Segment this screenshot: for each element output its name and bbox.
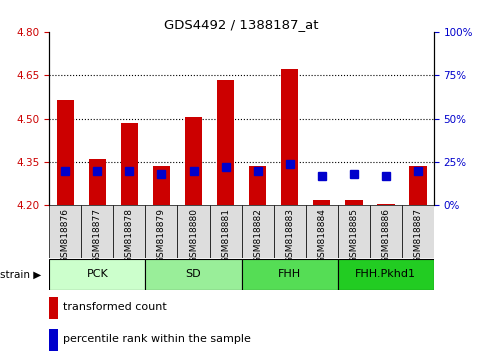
Bar bbox=[145, 259, 242, 290]
Bar bbox=[217, 80, 234, 205]
Text: SD: SD bbox=[186, 269, 201, 279]
Bar bbox=[274, 205, 306, 258]
Text: GSM818878: GSM818878 bbox=[125, 208, 134, 263]
Bar bbox=[177, 205, 210, 258]
Bar bbox=[49, 205, 81, 258]
Text: GSM818886: GSM818886 bbox=[381, 208, 390, 263]
Bar bbox=[306, 205, 338, 258]
Text: GSM818883: GSM818883 bbox=[285, 208, 294, 263]
Title: GDS4492 / 1388187_at: GDS4492 / 1388187_at bbox=[164, 18, 319, 31]
Text: percentile rank within the sample: percentile rank within the sample bbox=[63, 334, 251, 344]
Text: PCK: PCK bbox=[86, 269, 108, 279]
Bar bbox=[402, 205, 434, 258]
Bar bbox=[49, 297, 58, 319]
Bar bbox=[81, 205, 113, 258]
Text: GSM818884: GSM818884 bbox=[317, 208, 326, 263]
Bar bbox=[185, 117, 202, 205]
Bar bbox=[338, 259, 434, 290]
Text: GSM818882: GSM818882 bbox=[253, 208, 262, 263]
Text: GSM818881: GSM818881 bbox=[221, 208, 230, 263]
Text: GSM818885: GSM818885 bbox=[349, 208, 358, 263]
Text: GSM818876: GSM818876 bbox=[61, 208, 70, 263]
Bar bbox=[249, 166, 266, 205]
Text: GSM818887: GSM818887 bbox=[413, 208, 423, 263]
Bar bbox=[210, 205, 242, 258]
Bar bbox=[49, 259, 145, 290]
Bar bbox=[338, 205, 370, 258]
Bar bbox=[281, 69, 298, 205]
Bar bbox=[242, 205, 274, 258]
Text: strain ▶: strain ▶ bbox=[0, 269, 41, 279]
Bar bbox=[345, 200, 362, 205]
Text: GSM818877: GSM818877 bbox=[93, 208, 102, 263]
Bar bbox=[409, 166, 426, 205]
Bar bbox=[121, 123, 138, 205]
Text: FHH.Pkhd1: FHH.Pkhd1 bbox=[355, 269, 416, 279]
Bar bbox=[377, 204, 394, 205]
Bar bbox=[313, 200, 330, 205]
Bar bbox=[370, 205, 402, 258]
Bar bbox=[113, 205, 145, 258]
Text: GSM818880: GSM818880 bbox=[189, 208, 198, 263]
Bar bbox=[49, 329, 58, 351]
Text: FHH: FHH bbox=[278, 269, 301, 279]
Bar bbox=[242, 259, 338, 290]
Bar bbox=[145, 205, 177, 258]
Bar bbox=[153, 166, 170, 205]
Text: transformed count: transformed count bbox=[63, 302, 167, 313]
Bar bbox=[89, 159, 106, 205]
Bar bbox=[57, 100, 74, 205]
Text: GSM818879: GSM818879 bbox=[157, 208, 166, 263]
